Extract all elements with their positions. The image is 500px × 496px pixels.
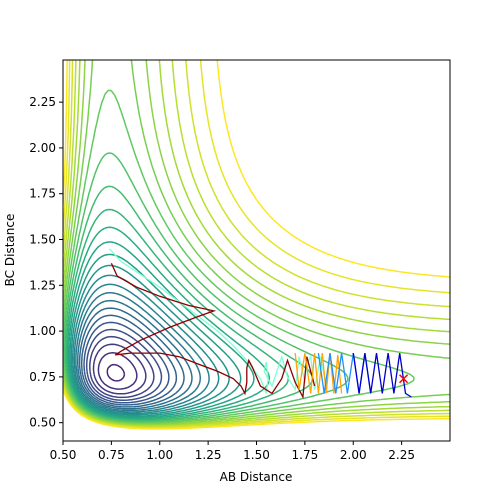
y-tick-label: 1.25: [29, 278, 56, 292]
trajectory-line: [352, 353, 412, 398]
contour-level-line: [63, 89, 415, 424]
contour-level-line: [92, 343, 147, 395]
x-tick-label: 1.00: [146, 448, 173, 462]
contour-level-line: [106, 363, 126, 382]
end-point-x-marker: [399, 374, 409, 384]
contour-level-line: [63, 152, 349, 423]
contour-level-line: [65, 208, 289, 421]
contour-level-line: [80, 314, 178, 406]
x-tick-label: 0.75: [98, 448, 125, 462]
y-axis-ticks: 0.50 0.75 1.00 1.25 1.50 1.75 2.00 2.25: [29, 95, 63, 430]
x-tick-label: 0.50: [50, 448, 77, 462]
contour-level-line: [63, 60, 450, 430]
end-markers: [399, 374, 409, 384]
contour-level-line: [70, 264, 230, 416]
contour-level-line: [63, 60, 450, 427]
contour-level-line: [63, 60, 450, 428]
contour-level-line: [63, 60, 450, 426]
contour-lines: [63, 60, 450, 430]
contour-level-line: [63, 60, 450, 425]
x-axis-label: AB Distance: [220, 470, 293, 484]
y-tick-label: 2.25: [29, 95, 56, 109]
trajectory-line: [110, 263, 316, 400]
y-tick-label: 1.50: [29, 233, 56, 247]
y-tick-label: 2.00: [29, 141, 56, 155]
y-tick-label: 0.50: [29, 416, 56, 430]
x-tick-label: 1.25: [195, 448, 222, 462]
contour-level-line: [76, 299, 193, 410]
x-axis-ticks: 0.50 0.75 1.00 1.25 1.50 1.75 2.00 2.25: [50, 441, 415, 462]
x-tick-label: 1.75: [292, 448, 319, 462]
contour-level-line: [89, 335, 155, 399]
contour-level-line: [78, 307, 185, 408]
y-tick-label: 0.75: [29, 370, 56, 384]
contour-level-line: [75, 291, 202, 412]
trajectory-lines: [108, 248, 412, 400]
y-tick-label: 1.75: [29, 187, 56, 201]
contour-level-line: [69, 253, 242, 417]
x-tick-label: 1.50: [243, 448, 270, 462]
x-tick-label: 2.00: [340, 448, 367, 462]
contour-level-line: [97, 352, 138, 390]
x-tick-label: 2.25: [388, 448, 415, 462]
contour-level-line: [67, 241, 255, 419]
y-tick-label: 1.00: [29, 324, 56, 338]
contour-level-line: [83, 321, 170, 404]
y-axis-label: BC Distance: [3, 214, 17, 287]
contour-level-line: [71, 274, 220, 415]
